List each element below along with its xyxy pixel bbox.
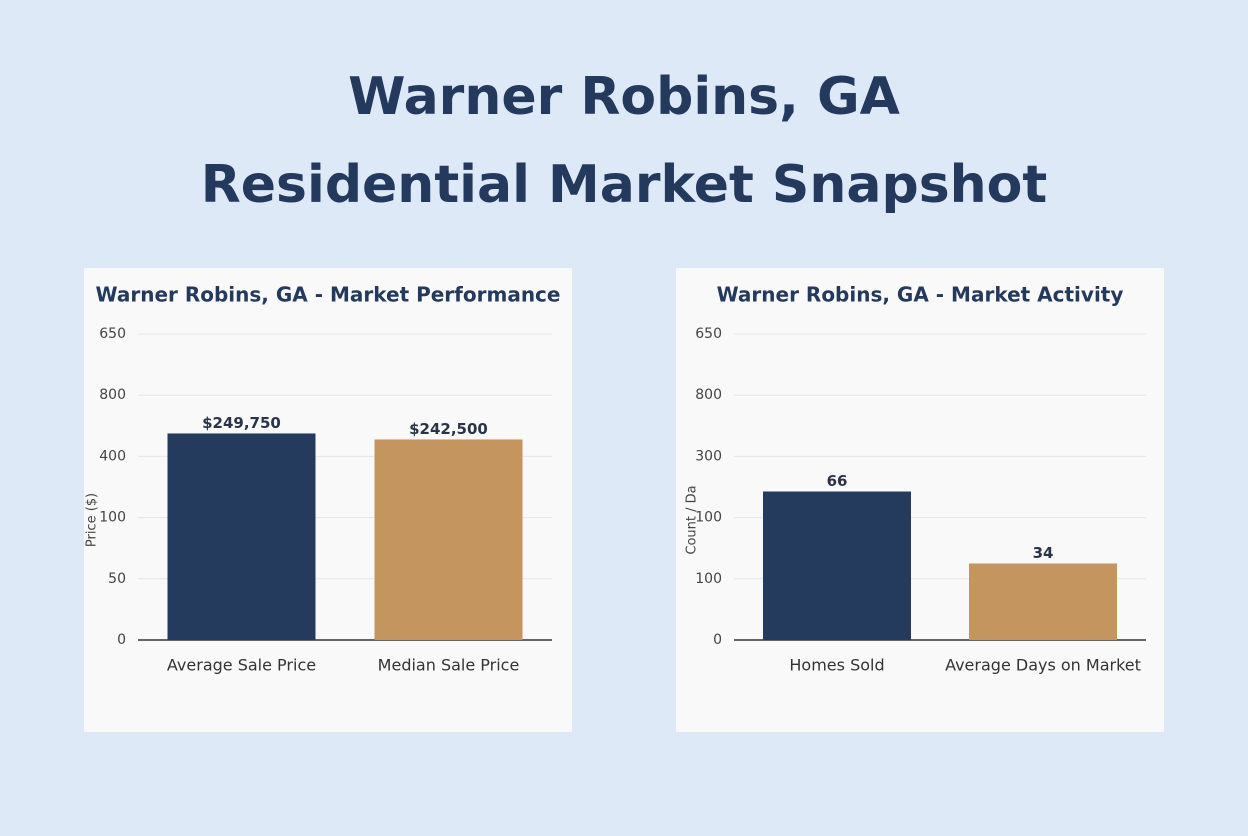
y-axis-label: Price ($) <box>85 493 100 547</box>
bar <box>167 433 316 640</box>
value-label: 34 <box>1033 544 1054 562</box>
y-tick-label: 0 <box>117 632 126 648</box>
page-title: Warner Robins, GA <box>348 67 900 127</box>
y-tick-label: 300 <box>695 448 722 464</box>
x-tick-label: Average Days on Market <box>945 656 1141 675</box>
value-label: $249,750 <box>202 414 281 432</box>
x-tick-label: Median Sale Price <box>378 656 520 675</box>
y-tick-label: 650 <box>695 326 722 342</box>
y-tick-label: 800 <box>99 387 126 403</box>
value-label: $242,500 <box>409 420 488 438</box>
page-subtitle: Residential Market Snapshot <box>201 155 1048 215</box>
bar <box>969 563 1117 640</box>
chart-title: Warner Robins, GA - Market Activity <box>717 283 1124 307</box>
x-tick-label: Homes Sold <box>789 656 884 675</box>
y-tick-label: 800 <box>695 387 722 403</box>
chart-panel <box>676 268 1164 732</box>
y-tick-label: 100 <box>695 571 722 587</box>
y-tick-label: 100 <box>695 510 722 526</box>
y-tick-label: 650 <box>99 326 126 342</box>
y-tick-label: 0 <box>713 632 722 648</box>
y-tick-label: 100 <box>99 510 126 526</box>
bar <box>374 439 523 640</box>
y-axis-label: Count / Da <box>685 485 700 554</box>
x-tick-label: Average Sale Price <box>167 656 316 675</box>
value-label: 66 <box>827 472 848 490</box>
y-tick-label: 50 <box>108 571 126 587</box>
bar <box>763 491 911 640</box>
y-tick-label: 400 <box>99 448 126 464</box>
chart-title: Warner Robins, GA - Market Performance <box>96 283 561 307</box>
